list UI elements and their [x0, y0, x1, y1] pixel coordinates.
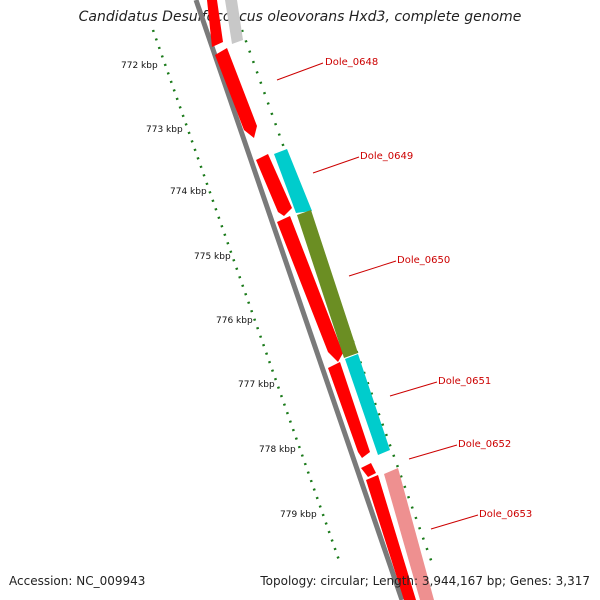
kbp-label-776: 776 kbp: [216, 316, 253, 326]
gene-label-dole-0652: Dole_0652: [458, 439, 511, 450]
gene-label-dole-0653: Dole_0653: [479, 509, 532, 520]
gene-label-dole-0651: Dole_0651: [438, 376, 491, 387]
gene-label-dole-0650: Dole_0650: [397, 255, 450, 266]
cds-gene-d: [328, 362, 370, 458]
kbp-label-772: 772 kbp: [121, 61, 158, 71]
kbp-label-773: 773 kbp: [146, 125, 183, 135]
cds-dole-0649: [274, 149, 312, 213]
leader-dole-0648: [276, 62, 324, 81]
genome-info-text: Topology: circular; Length: 3,944,167 bp…: [260, 574, 590, 588]
cds-gene-b: [256, 154, 292, 216]
accession-text: Accession: NC_009943: [9, 574, 146, 588]
leader-dole-0652: [408, 444, 458, 460]
kbp-label-778: 778 kbp: [259, 445, 296, 455]
kbp-label-775: 775 kbp: [194, 252, 231, 262]
strand-plus: [225, 0, 434, 600]
leader-dole-0653: [430, 514, 479, 530]
cds-dole-0651: [345, 354, 390, 455]
cds-small: [361, 463, 376, 477]
gene-label-dole-0649: Dole_0649: [360, 151, 413, 162]
cds-bottom-red: [366, 475, 416, 600]
genome-title: Candidatus Desulfococcus oleovorans Hxd3…: [78, 9, 522, 25]
kbp-label-779: 779 kbp: [280, 510, 317, 520]
leader-dole-0650: [348, 260, 397, 277]
kbp-labels: 772 kbp 773 kbp 774 kbp 775 kbp 776 kbp …: [121, 61, 317, 520]
leader-dole-0649: [312, 156, 360, 174]
gene-labels: Dole_0648 Dole_0649 Dole_0650 Dole_0651 …: [325, 57, 532, 520]
kbp-label-777: 777 kbp: [238, 380, 275, 390]
cds-dole-0648: [215, 48, 257, 138]
cds-dole-0653: [384, 468, 434, 600]
cds-dole-0650: [297, 210, 358, 358]
kbp-label-774: 774 kbp: [170, 187, 207, 197]
gene-label-dole-0648: Dole_0648: [325, 57, 378, 68]
cds-top-grey: [225, 0, 243, 44]
gene-label-leaders: [276, 62, 479, 530]
leader-dole-0651: [389, 381, 438, 397]
strand-minus: [207, 0, 416, 600]
cds-top-red: [207, 0, 223, 47]
genome-backbone: [193, 0, 405, 600]
cds-dole-0652-big: [277, 216, 343, 362]
